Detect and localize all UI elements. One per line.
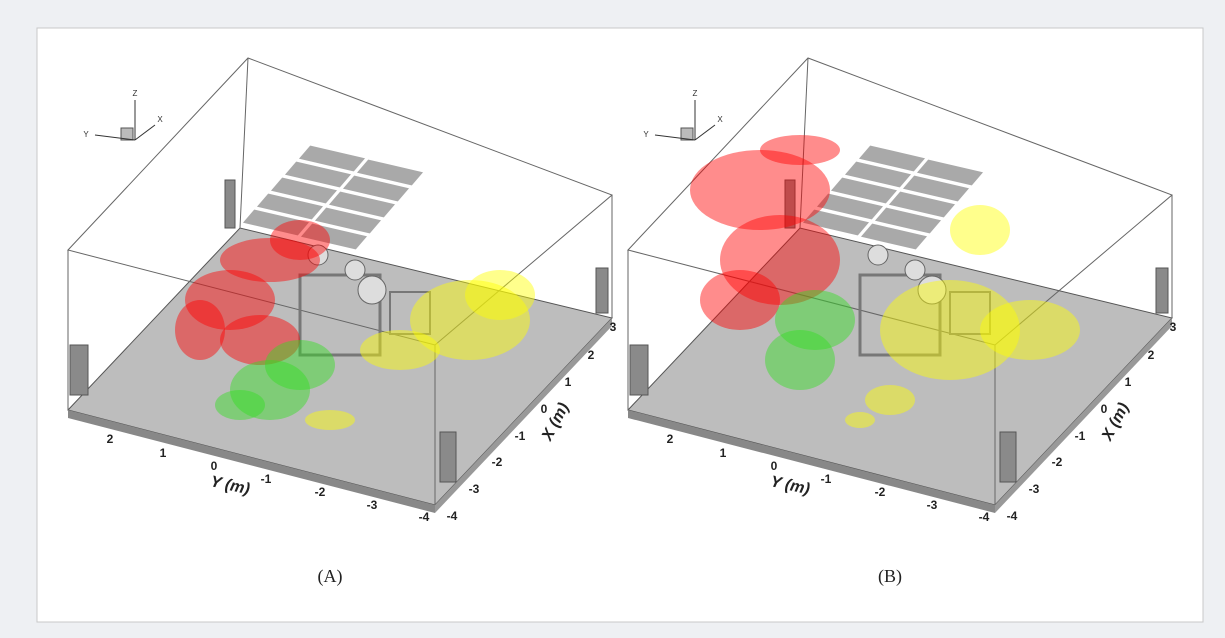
triad-label: X	[157, 115, 163, 124]
x-tick-label: 0	[541, 402, 548, 416]
triad-label: Z	[133, 89, 138, 98]
plume	[700, 270, 780, 330]
y-tick-label: 0	[211, 459, 218, 473]
plume	[175, 300, 225, 360]
x-tick-label: 0	[1101, 402, 1108, 416]
x-tick-label: -1	[1075, 429, 1086, 443]
x-tick-label: 2	[588, 348, 595, 362]
y-tick-label: 1	[160, 446, 167, 460]
triad-label: X	[717, 115, 723, 124]
triad-label: Y	[643, 130, 649, 139]
vent	[1156, 268, 1168, 313]
manikin	[358, 276, 386, 304]
triad-label: Z	[693, 89, 698, 98]
plume	[865, 385, 915, 415]
x-tick-label: 3	[610, 320, 617, 334]
x-tick-label: -3	[469, 482, 480, 496]
vent	[630, 345, 648, 395]
y-tick-label: -2	[875, 485, 886, 499]
x-tick-label: 1	[1125, 375, 1132, 389]
plume	[360, 330, 440, 370]
plume	[950, 205, 1010, 255]
y-tick-label: -1	[821, 472, 832, 486]
vent	[225, 180, 235, 228]
x-tick-label: -3	[1029, 482, 1040, 496]
figure: ZYX210-1-2-3-4-4-3-2-10123Y (m)X (m)(A)Z…	[0, 0, 1225, 638]
y-tick-label: 1	[720, 446, 727, 460]
manikin	[905, 260, 925, 280]
plume	[265, 340, 335, 390]
y-tick-label: -1	[261, 472, 272, 486]
plume	[760, 135, 840, 165]
y-tick-label: -2	[315, 485, 326, 499]
y-tick-label: 2	[107, 432, 114, 446]
vent	[596, 268, 608, 313]
x-tick-label: -4	[1007, 509, 1018, 523]
x-tick-label: 2	[1148, 348, 1155, 362]
x-tick-label: 3	[1170, 320, 1177, 334]
y-tick-label: 2	[667, 432, 674, 446]
caption: (A)	[318, 566, 343, 587]
triad-label: Y	[83, 130, 89, 139]
plume	[305, 410, 355, 430]
vent	[440, 432, 456, 482]
vent	[70, 345, 88, 395]
plume	[215, 390, 265, 420]
plume	[845, 412, 875, 428]
plume	[980, 300, 1080, 360]
plume	[270, 220, 330, 260]
y-tick-label: -3	[367, 498, 378, 512]
y-tick-label: -4	[979, 510, 990, 524]
y-tick-label: -3	[927, 498, 938, 512]
x-tick-label: -2	[1052, 455, 1063, 469]
manikin	[345, 260, 365, 280]
y-tick-label: 0	[771, 459, 778, 473]
x-tick-label: -1	[515, 429, 526, 443]
x-tick-label: 1	[565, 375, 572, 389]
plume	[775, 290, 855, 350]
y-tick-label: -4	[419, 510, 430, 524]
x-tick-label: -2	[492, 455, 503, 469]
caption: (B)	[878, 566, 902, 587]
plume	[465, 270, 535, 320]
vent	[1000, 432, 1016, 482]
x-tick-label: -4	[447, 509, 458, 523]
manikin	[868, 245, 888, 265]
